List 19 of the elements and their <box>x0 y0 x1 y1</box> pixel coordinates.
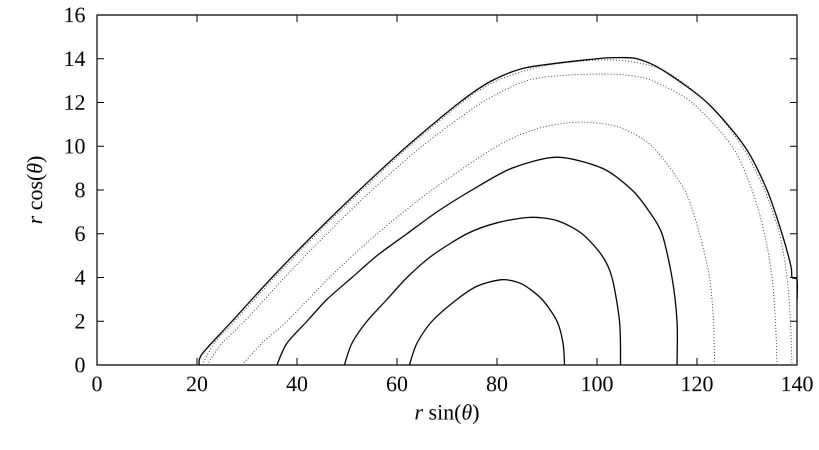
y-tick-label: 0 <box>75 358 85 372</box>
y-tick-label: 10 <box>65 138 85 154</box>
y-tick-label: 16 <box>65 8 85 22</box>
x-tick-label: 140 <box>782 376 813 392</box>
y-axis-title: r cos(θ) <box>26 156 47 224</box>
x-tick-label: 60 <box>386 376 408 392</box>
x-tick-label: 120 <box>682 376 713 392</box>
x-axis-title: r sin(θ) <box>415 404 479 424</box>
y-tick-label: 6 <box>75 226 85 242</box>
x-tick-label: 0 <box>92 376 102 392</box>
y-tick-label: 12 <box>65 95 84 110</box>
x-tick-label: 100 <box>582 376 613 392</box>
y-tick-label: 14 <box>65 52 86 66</box>
y-tick-label: 2 <box>75 314 84 329</box>
x-tick-label: 80 <box>486 376 508 392</box>
y-tick-label: 4 <box>74 270 86 285</box>
y-tick-label: 8 <box>75 182 85 198</box>
x-tick-label: 20 <box>187 376 208 392</box>
x-tick-label: 40 <box>286 376 308 392</box>
